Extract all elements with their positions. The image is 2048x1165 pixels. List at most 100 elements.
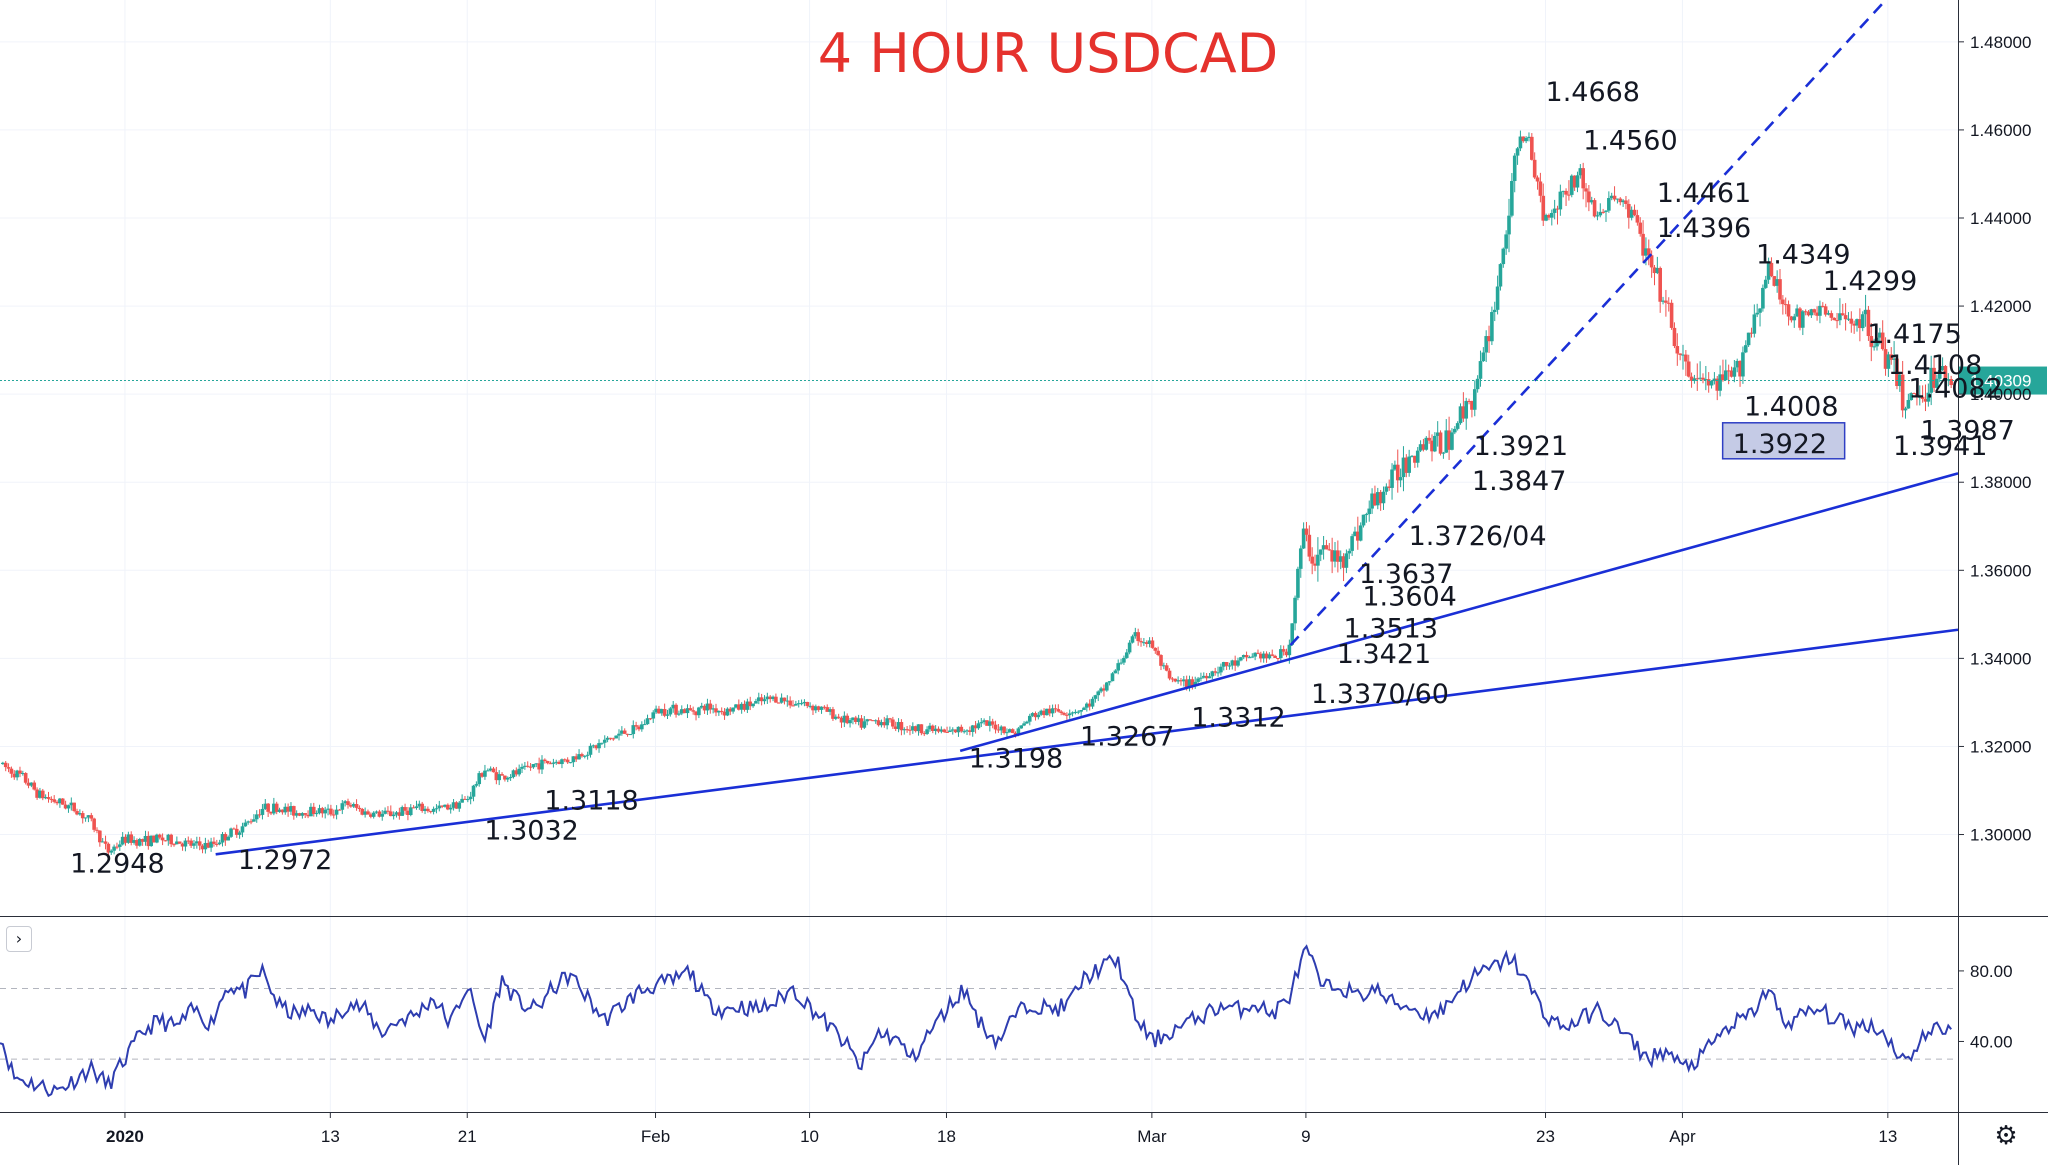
- candle-body: [437, 805, 442, 809]
- candle-body: [1239, 657, 1243, 661]
- trendline-3[interactable]: [1289, 0, 1888, 647]
- candle-body: [1358, 525, 1363, 541]
- candle-body: [1430, 440, 1434, 452]
- candle-body: [389, 811, 393, 817]
- collapse-pane-button[interactable]: ›: [6, 926, 32, 952]
- candle-body: [1883, 349, 1888, 369]
- candle-body: [774, 696, 778, 703]
- candle-body: [491, 768, 496, 773]
- candle-body: [192, 843, 196, 846]
- price-annotation: 1.3847: [1472, 466, 1566, 497]
- candle-body: [1267, 654, 1272, 659]
- candle-body: [1259, 653, 1263, 659]
- price-annotation: 1.4108: [1888, 350, 1982, 381]
- candle-body: [1917, 396, 1922, 398]
- candle-body: [1572, 175, 1577, 188]
- candle-body: [135, 840, 139, 846]
- candle-body: [366, 811, 370, 815]
- last-price-label: 1.40309: [1970, 372, 2031, 391]
- candle-body: [945, 731, 949, 733]
- trendline-2[interactable]: [959, 472, 1959, 753]
- candle-body: [1415, 450, 1420, 463]
- settings-button[interactable]: ⚙: [1990, 1120, 2022, 1152]
- candle-body: [40, 790, 45, 799]
- candle-body: [283, 806, 288, 813]
- candle-body: [708, 703, 713, 710]
- candle-body: [1795, 308, 1799, 317]
- candle-body: [1909, 393, 1914, 401]
- candle-body: [674, 704, 678, 715]
- candle-body: [996, 729, 1001, 731]
- candle-body: [1293, 597, 1297, 624]
- candle-body: [580, 754, 584, 757]
- candle-body: [9, 768, 14, 774]
- candle-body: [1923, 398, 1928, 402]
- candle-body: [252, 819, 256, 822]
- candle-body: [1644, 248, 1648, 256]
- candle-body: [214, 843, 219, 845]
- candle-body: [129, 834, 134, 843]
- candle-body: [717, 710, 721, 713]
- candle-body: [1860, 314, 1865, 329]
- candle-body: [1467, 400, 1471, 402]
- boxed-annotation-box: [1721, 422, 1846, 460]
- candle-body: [1878, 332, 1882, 338]
- candle-body: [1047, 708, 1052, 714]
- candle-body: [434, 808, 439, 810]
- candle-body: [1803, 311, 1808, 313]
- candle-body: [540, 759, 544, 770]
- candle-body: [1481, 352, 1486, 362]
- price-annotation: 1.3370/60: [1311, 679, 1449, 710]
- price-annotation: 1.3987: [1920, 415, 2014, 446]
- candle-body: [968, 730, 972, 732]
- candle-body: [1085, 703, 1089, 708]
- candle-body: [286, 806, 290, 812]
- candle-body: [260, 808, 265, 815]
- candle-body: [1672, 327, 1677, 347]
- candle-body: [719, 710, 724, 712]
- candle-body: [1119, 662, 1123, 664]
- candle-body: [879, 722, 884, 726]
- candle-body: [1356, 531, 1360, 541]
- candle-body: [351, 804, 356, 807]
- candle-body: [1832, 317, 1836, 321]
- candle-body: [1581, 168, 1585, 189]
- candle-body: [902, 729, 907, 731]
- candle-body: [705, 703, 710, 711]
- candle-body: [1892, 358, 1896, 360]
- candle-body: [1641, 233, 1645, 256]
- candle-body: [200, 845, 205, 850]
- candle-body: [254, 814, 259, 820]
- candle-body: [1464, 400, 1469, 419]
- candle-body: [711, 708, 715, 710]
- candle-body: [411, 807, 416, 809]
- candle-body: [525, 765, 530, 767]
- candle-body: [123, 836, 128, 843]
- candle-body: [1059, 711, 1063, 713]
- candle-body: [697, 707, 701, 716]
- candle-body: [1535, 177, 1540, 182]
- candle-body: [297, 813, 302, 816]
- candle-body: [180, 843, 185, 847]
- candle-body: [120, 836, 125, 845]
- candle-body: [1544, 214, 1548, 221]
- candle-body: [1378, 492, 1383, 504]
- candle-body: [608, 737, 613, 739]
- price-annotation: 1.3604: [1362, 581, 1456, 612]
- candle-body: [1441, 452, 1446, 454]
- candle-body: [1655, 267, 1660, 274]
- candle-body: [1079, 710, 1083, 712]
- candle-body: [346, 801, 350, 806]
- candle-body: [420, 803, 424, 812]
- candle-body: [1898, 374, 1902, 387]
- candle-body: [494, 772, 499, 781]
- candle-body: [1390, 469, 1394, 488]
- candle-body: [805, 701, 810, 706]
- candle-body: [1886, 354, 1891, 369]
- candle-body: [728, 708, 733, 712]
- candle-body: [571, 756, 576, 763]
- candle-body: [985, 720, 989, 726]
- candle-body: [1866, 309, 1871, 337]
- trendline-1[interactable]: [215, 628, 1959, 856]
